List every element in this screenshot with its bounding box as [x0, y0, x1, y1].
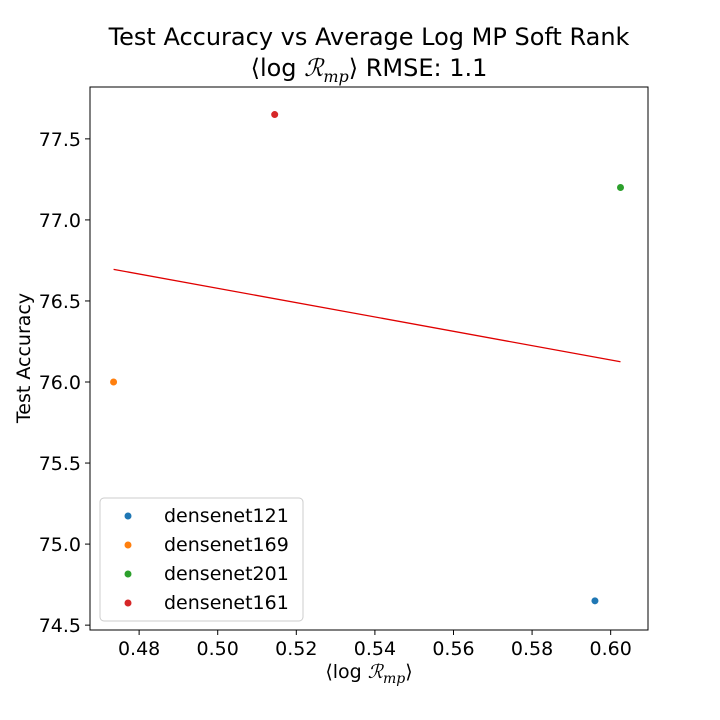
y-tick-label: 75.5 — [39, 453, 81, 475]
x-axis-label-prefix: ⟨log — [325, 661, 367, 683]
title-line2-suffix: ⟩ RMSE: 1.1 — [349, 54, 488, 82]
regression-line-group — [113, 268, 621, 363]
legend-label-densenet201: densenet201 — [164, 563, 289, 585]
x-axis-label-subscript: mp — [383, 671, 405, 687]
point-densenet201 — [616, 183, 624, 191]
legend-label-densenet169: densenet169 — [164, 534, 289, 556]
y-tick-label: 77.0 — [39, 210, 81, 232]
x-axis-ticks: 0.48 0.50 0.52 0.54 0.56 0.58 0.60 — [118, 630, 632, 660]
title-line2-subscript: mp — [323, 67, 348, 86]
legend-label-densenet161: densenet161 — [164, 592, 289, 614]
x-axis-label-suffix: ⟩ — [405, 661, 412, 683]
x-tick-label: 0.48 — [118, 638, 160, 660]
y-tick-label: 75.0 — [39, 534, 81, 556]
legend: densenet121 densenet169 densenet201 densene… — [99, 497, 304, 622]
x-tick-label: 0.52 — [275, 638, 317, 660]
point-densenet169 — [110, 378, 118, 386]
y-axis-label: Test Accuracy — [13, 293, 35, 424]
point-densenet121 — [591, 597, 599, 605]
x-tick-label: 0.50 — [197, 638, 239, 660]
chart-title-line2: ⟨log ℛmp⟩ RMSE: 1.1 — [251, 54, 488, 86]
y-tick-label: 76.5 — [39, 291, 81, 313]
x-axis-label-symbol: ℛ — [368, 661, 385, 683]
legend-label-densenet121: densenet121 — [164, 505, 289, 527]
legend-marker-densenet161 — [124, 599, 132, 607]
legend-marker-densenet169 — [124, 541, 132, 549]
x-tick-label: 0.56 — [432, 638, 474, 660]
regression-line — [113, 268, 621, 363]
y-tick-label: 77.5 — [39, 129, 81, 151]
point-densenet161 — [271, 111, 279, 119]
data-points — [110, 111, 624, 605]
legend-box — [99, 497, 304, 622]
x-tick-label: 0.58 — [511, 638, 553, 660]
x-axis-label: ⟨log ℛmp⟩ — [325, 661, 412, 687]
title-line2-symbol: ℛ — [304, 54, 325, 82]
x-tick-label: 0.60 — [590, 638, 632, 660]
title-line2-prefix: ⟨log — [251, 54, 305, 82]
legend-marker-densenet121 — [124, 512, 132, 520]
chart-title-line1: Test Accuracy vs Average Log MP Soft Ran… — [108, 23, 630, 51]
x-tick-label: 0.54 — [354, 638, 396, 660]
legend-marker-densenet201 — [124, 570, 132, 578]
y-axis-ticks: 74.5 75.0 75.5 76.0 76.5 77.0 77.5 — [39, 129, 90, 637]
y-tick-label: 76.0 — [39, 372, 81, 394]
y-tick-label: 74.5 — [39, 615, 81, 637]
